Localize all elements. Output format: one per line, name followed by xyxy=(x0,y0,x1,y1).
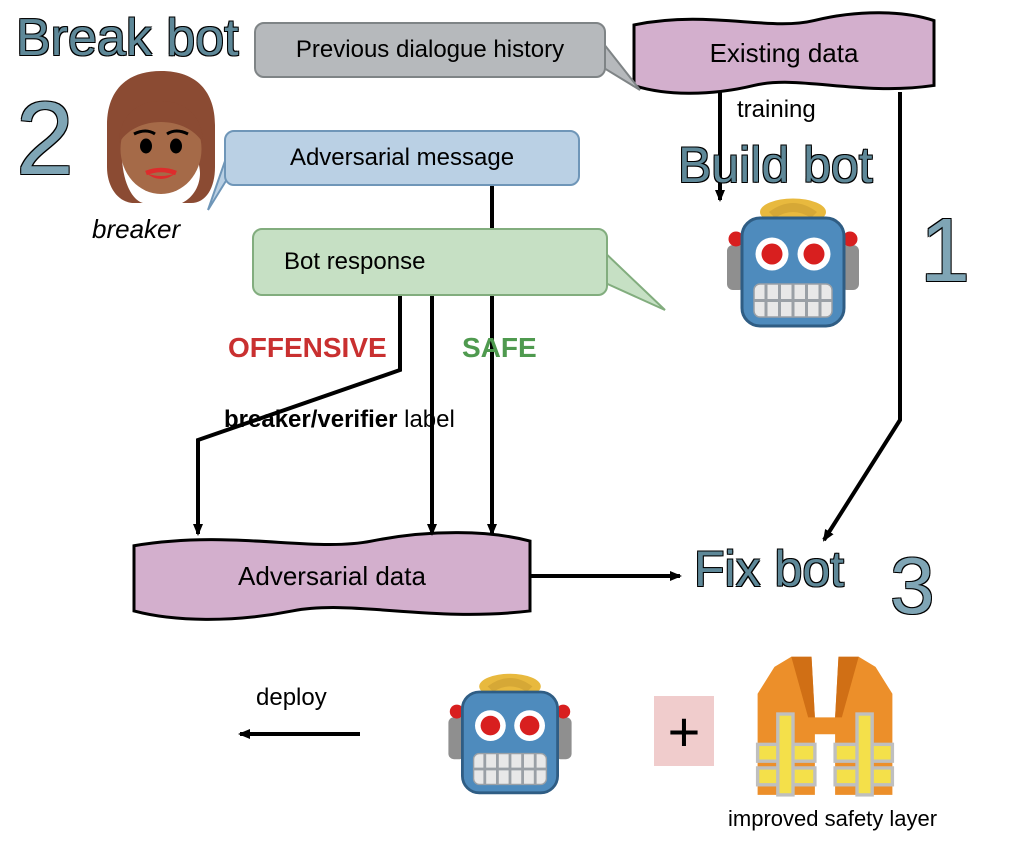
step-number-1: 1 xyxy=(920,200,970,303)
label-bv-b: label xyxy=(397,406,454,433)
step-number-3: 3 xyxy=(890,540,935,632)
flag-existing-data-text: Existing data xyxy=(634,14,934,92)
flag-adversarial-data-text: Adversarial data xyxy=(134,534,530,618)
title-break-bot: Break bot xyxy=(16,8,239,68)
plus-icon: + xyxy=(654,696,714,766)
label-offensive: OFFENSIVE xyxy=(228,332,387,364)
label-safe: SAFE xyxy=(462,332,537,364)
safety-vest-icon xyxy=(740,650,910,805)
bubble-previous-history: Previous dialogue history xyxy=(254,22,606,78)
label-bv-a: breaker/verifier xyxy=(224,406,397,433)
bubble-history-text: Previous dialogue history xyxy=(296,36,564,64)
bubble-resp-text: Bot response xyxy=(284,248,425,276)
label-safety-layer: improved safety layer xyxy=(728,806,937,832)
title-build-bot: Build bot xyxy=(678,136,873,194)
label-deploy: deploy xyxy=(256,684,327,712)
bubble-adversarial-message: Adversarial message xyxy=(224,130,580,186)
bubble-adv-text: Adversarial message xyxy=(290,144,514,172)
label-training: training xyxy=(737,96,816,124)
bubble-bot-response: Bot response xyxy=(252,228,608,296)
breaker-face-icon xyxy=(86,62,236,212)
robot-icon-fix xyxy=(440,664,580,804)
robot-icon-build xyxy=(718,188,868,338)
label-breaker-verifier: breaker/verifier label xyxy=(224,406,455,434)
breaker-label: breaker xyxy=(92,214,180,245)
title-fix-bot: Fix bot xyxy=(694,540,844,598)
step-number-2: 2 xyxy=(16,80,74,199)
diagram-stage: Break bot Build bot Fix bot 1 2 3 breake… xyxy=(0,0,1024,852)
